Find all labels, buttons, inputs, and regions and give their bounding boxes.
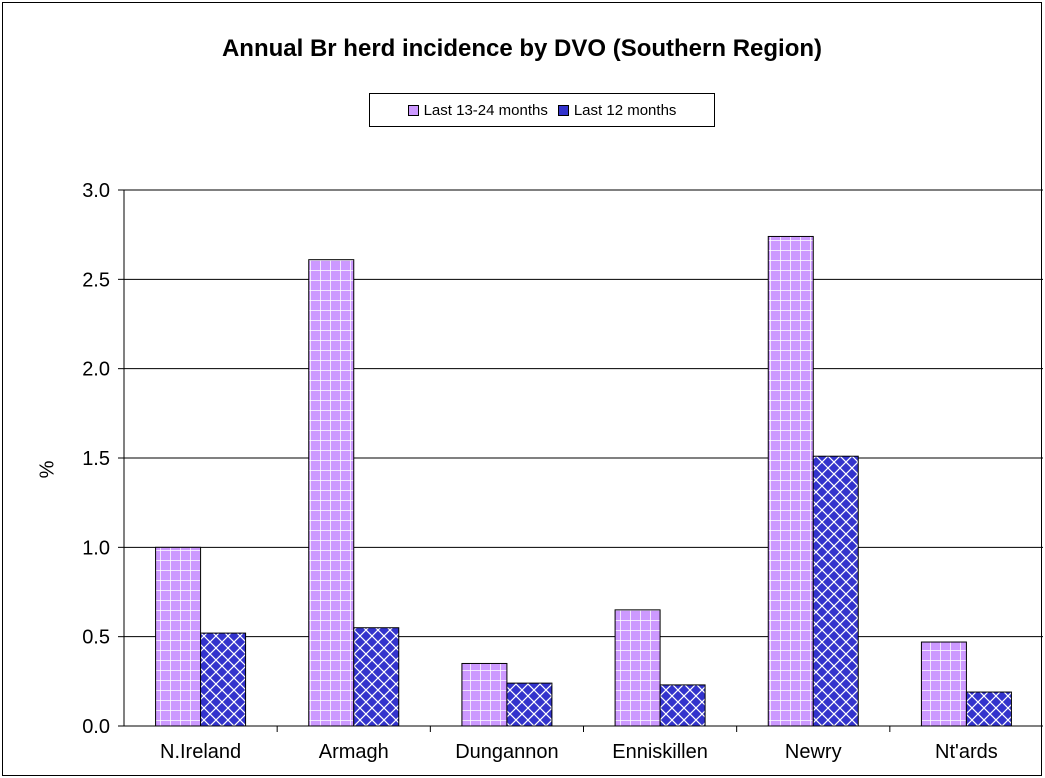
x-tick-label: Enniskillen bbox=[612, 741, 708, 763]
y-axis-label: % bbox=[36, 460, 59, 479]
x-tick-label: Armagh bbox=[319, 741, 389, 763]
legend-item-series-2: Last 12 months bbox=[557, 101, 677, 119]
y-tick-label: 3.0 bbox=[82, 180, 110, 202]
bar-last-13-24-months bbox=[767, 235, 814, 727]
axes: 0.0 0.5 1.0 1.5 2.0 2.5 3.0 N.Ireland Armagh Dung… bbox=[82, 180, 1043, 763]
x-tick-label: Nt'ards bbox=[935, 741, 998, 763]
y-tick-label: 1.5 bbox=[82, 448, 110, 470]
bar-last-13-24-months bbox=[155, 546, 202, 727]
bars bbox=[155, 235, 1012, 727]
bar-last-12-months bbox=[506, 682, 553, 727]
bar-last-12-months bbox=[353, 627, 400, 727]
bar-last-12-months bbox=[200, 632, 247, 727]
gridlines bbox=[124, 189, 1043, 638]
x-tick-label: Newry bbox=[785, 741, 842, 763]
legend-swatch-series-1 bbox=[407, 104, 419, 116]
legend-label-series-2: Last 12 months bbox=[573, 101, 677, 119]
x-tick-label: Dungannon bbox=[455, 741, 558, 763]
bar-last-13-24-months bbox=[308, 259, 355, 727]
y-tick-label: 1.0 bbox=[82, 537, 110, 559]
bar-last-13-24-months bbox=[920, 641, 967, 727]
bar-last-13-24-months bbox=[461, 662, 508, 727]
y-tick-label: 0.0 bbox=[82, 716, 110, 738]
legend-item-series-1: Last 13-24 months bbox=[407, 101, 548, 119]
chart-title: Annual Br herd incidence by DVO (Souther… bbox=[221, 35, 823, 62]
legend: Last 13-24 months Last 12 months bbox=[369, 93, 715, 127]
legend-label-series-1: Last 13-24 months bbox=[423, 101, 548, 119]
y-tick-label: 2.0 bbox=[82, 359, 110, 381]
bar-last-12-months bbox=[659, 684, 706, 727]
legend-swatch-series-2 bbox=[557, 104, 569, 116]
y-tick-label: 2.5 bbox=[82, 269, 110, 291]
bar-last-12-months bbox=[965, 691, 1012, 727]
bar-last-12-months bbox=[812, 455, 859, 727]
y-tick-label: 0.5 bbox=[82, 627, 110, 649]
x-tick-label: N.Ireland bbox=[160, 741, 241, 763]
bar-last-13-24-months bbox=[614, 609, 661, 727]
